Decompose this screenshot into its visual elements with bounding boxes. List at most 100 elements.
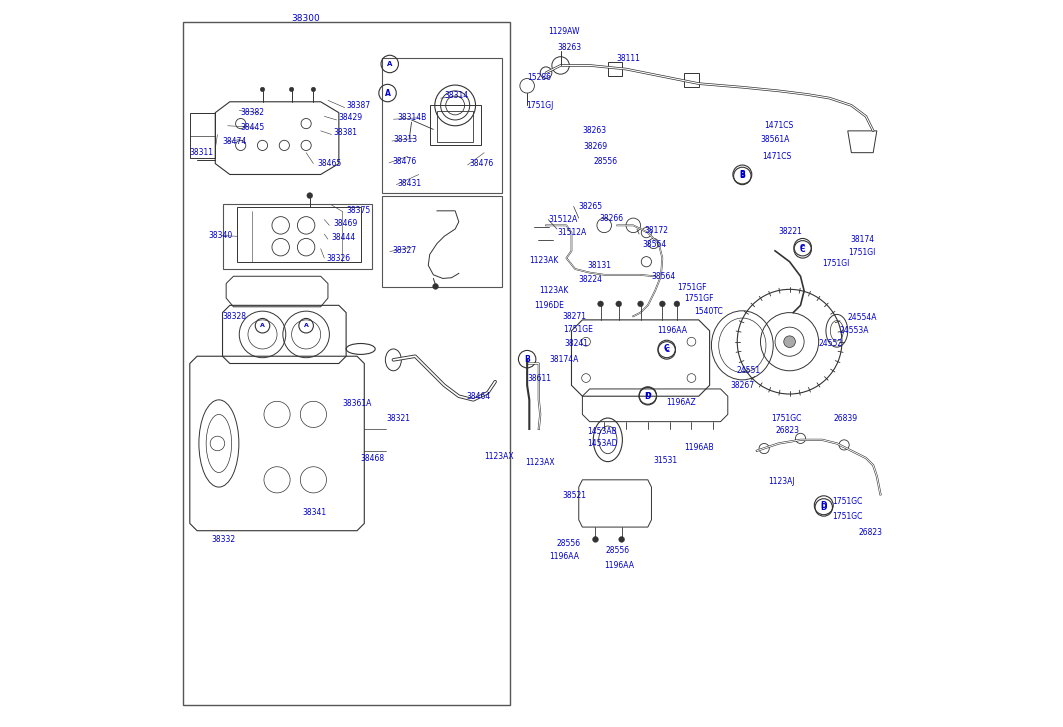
Text: 38328: 38328 xyxy=(222,312,247,321)
Text: 38314B: 38314B xyxy=(396,113,426,122)
Text: A: A xyxy=(304,324,308,328)
Text: 38465: 38465 xyxy=(317,159,341,168)
Text: 38224: 38224 xyxy=(578,275,603,284)
Text: C: C xyxy=(800,244,806,250)
Circle shape xyxy=(659,301,665,307)
Text: 28556: 28556 xyxy=(606,546,629,555)
Text: 38111: 38111 xyxy=(617,54,640,63)
Circle shape xyxy=(311,87,316,92)
Text: 1129AW: 1129AW xyxy=(549,28,579,36)
Text: 38387: 38387 xyxy=(347,101,370,110)
Text: 38174: 38174 xyxy=(850,236,874,244)
Text: A: A xyxy=(387,61,392,67)
Circle shape xyxy=(592,537,598,542)
Text: C: C xyxy=(664,348,670,353)
Text: 38314: 38314 xyxy=(444,92,469,100)
Text: 1751GC: 1751GC xyxy=(832,512,863,521)
Text: 1123AX: 1123AX xyxy=(526,458,555,467)
Text: 1123AX: 1123AX xyxy=(485,452,513,461)
Text: 15286: 15286 xyxy=(527,73,551,82)
Text: 38382: 38382 xyxy=(240,108,265,117)
Text: C: C xyxy=(664,345,670,353)
Text: 1196DE: 1196DE xyxy=(535,301,564,310)
Text: 24552: 24552 xyxy=(819,339,843,348)
Text: 38321: 38321 xyxy=(386,414,410,422)
Text: 38172: 38172 xyxy=(644,226,669,235)
Text: 38361A: 38361A xyxy=(342,399,372,408)
Circle shape xyxy=(615,301,622,307)
Text: B: B xyxy=(740,172,745,180)
Text: 1471CS: 1471CS xyxy=(764,121,793,129)
Text: 26823: 26823 xyxy=(775,426,799,435)
Text: 1196AZ: 1196AZ xyxy=(667,398,696,406)
Text: C: C xyxy=(799,245,806,254)
Text: 24551: 24551 xyxy=(737,366,761,375)
Circle shape xyxy=(597,301,604,307)
Text: B: B xyxy=(740,170,745,179)
Text: 28556: 28556 xyxy=(557,539,581,547)
Text: 38341: 38341 xyxy=(303,508,326,517)
Text: 38564: 38564 xyxy=(652,272,676,281)
Text: 38468: 38468 xyxy=(360,454,385,462)
Text: B: B xyxy=(524,355,530,364)
Circle shape xyxy=(674,301,680,307)
Text: 38464: 38464 xyxy=(466,392,490,401)
Text: A: A xyxy=(385,89,390,97)
Text: 38340: 38340 xyxy=(208,231,232,240)
Text: 1751GI: 1751GI xyxy=(823,260,849,268)
Text: 1471CS: 1471CS xyxy=(762,152,792,161)
Text: 38269: 38269 xyxy=(584,142,608,151)
Text: 38445: 38445 xyxy=(240,123,265,132)
Text: 1123AK: 1123AK xyxy=(529,257,559,265)
Text: 38263: 38263 xyxy=(557,44,581,52)
Text: 38564: 38564 xyxy=(642,241,667,249)
Text: 38476: 38476 xyxy=(392,157,417,166)
Text: 38476: 38476 xyxy=(470,159,494,168)
Text: 28556: 28556 xyxy=(593,157,618,166)
Text: 1453AD: 1453AD xyxy=(588,439,618,448)
Text: 38266: 38266 xyxy=(600,214,624,222)
Text: 38381: 38381 xyxy=(334,128,358,137)
Circle shape xyxy=(619,537,625,542)
Text: 1751GI: 1751GI xyxy=(848,249,875,257)
Circle shape xyxy=(638,301,643,307)
Text: 38267: 38267 xyxy=(730,381,754,390)
Text: 31512A: 31512A xyxy=(549,215,577,224)
Text: 38221: 38221 xyxy=(779,227,803,236)
Text: 38311: 38311 xyxy=(190,148,214,157)
Text: 38326: 38326 xyxy=(326,254,351,262)
Circle shape xyxy=(260,87,265,92)
Circle shape xyxy=(289,87,293,92)
Text: 38241: 38241 xyxy=(564,339,588,348)
Text: D: D xyxy=(644,392,651,401)
Text: 1751GC: 1751GC xyxy=(832,497,863,506)
Text: D: D xyxy=(821,503,827,512)
Text: 38300: 38300 xyxy=(291,14,321,23)
Text: 38444: 38444 xyxy=(332,233,356,242)
Text: 1196AA: 1196AA xyxy=(657,326,688,335)
Text: 38431: 38431 xyxy=(398,179,422,188)
Text: 38521: 38521 xyxy=(562,491,587,500)
Text: 1751GE: 1751GE xyxy=(563,325,593,334)
Text: 1751GF: 1751GF xyxy=(685,294,713,302)
Text: 38469: 38469 xyxy=(334,220,358,228)
Text: 1751GF: 1751GF xyxy=(677,283,707,292)
Text: 38375: 38375 xyxy=(347,206,370,215)
Text: 38313: 38313 xyxy=(393,135,418,144)
Text: 1751GJ: 1751GJ xyxy=(526,101,554,110)
Text: 38474: 38474 xyxy=(222,137,247,146)
Text: 38332: 38332 xyxy=(212,535,236,544)
Circle shape xyxy=(783,336,795,348)
Text: 24554A: 24554A xyxy=(848,313,877,322)
Text: 31531: 31531 xyxy=(654,456,678,465)
Text: 38131: 38131 xyxy=(588,261,611,270)
Text: 26839: 26839 xyxy=(834,414,858,422)
Text: D: D xyxy=(821,501,827,510)
Circle shape xyxy=(433,284,438,289)
Text: D: D xyxy=(645,393,651,398)
Text: 38174A: 38174A xyxy=(550,356,579,364)
Text: 38429: 38429 xyxy=(339,113,362,122)
Text: 31512A: 31512A xyxy=(557,228,586,237)
Text: 1123AJ: 1123AJ xyxy=(769,477,795,486)
Circle shape xyxy=(307,193,313,198)
